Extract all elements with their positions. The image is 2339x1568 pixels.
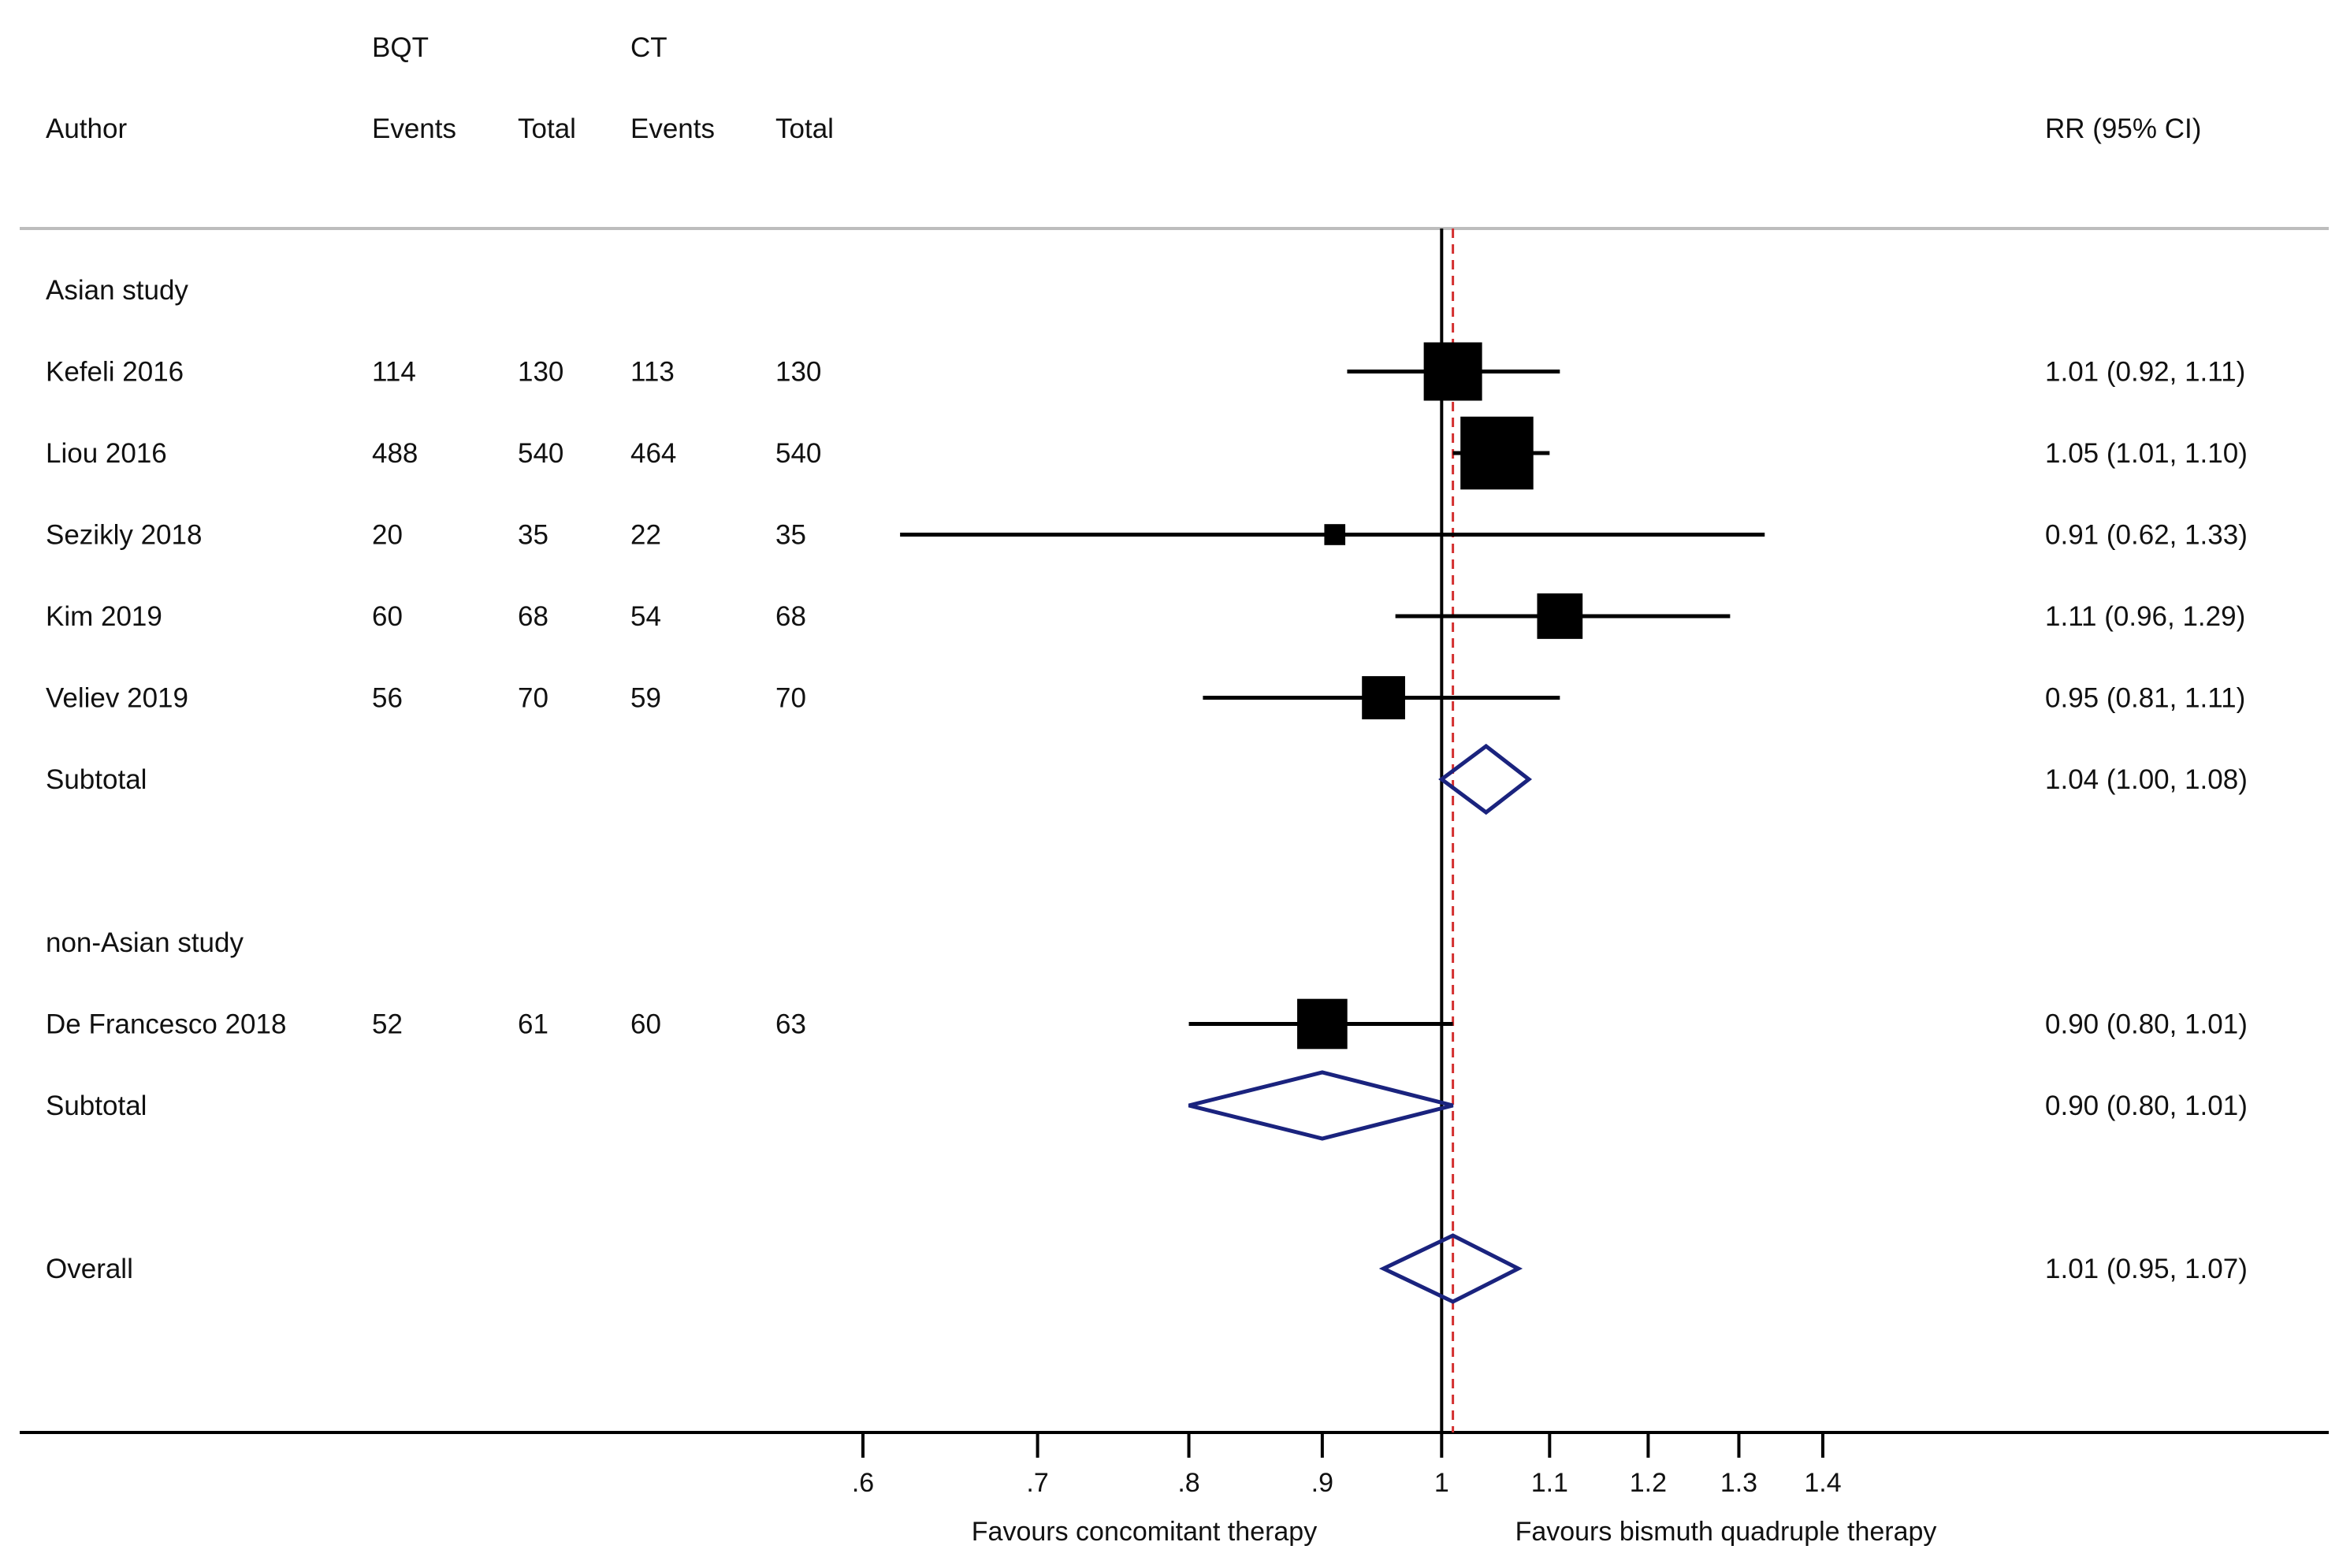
- subtotal-diamond: [1188, 1070, 1454, 1141]
- cell-e2: 60: [630, 1009, 661, 1040]
- study-label: De Francesco 2018: [46, 1009, 286, 1040]
- point-estimate-marker: [1362, 676, 1405, 719]
- cell-e2: 59: [630, 683, 661, 714]
- subtotal-diamond: [1438, 743, 1533, 816]
- group-label: Asian study: [46, 275, 188, 306]
- point-estimate-marker: [1297, 998, 1348, 1050]
- cell-t2: 35: [775, 520, 806, 551]
- study-label: Sezikly 2018: [46, 520, 202, 551]
- header-group2: CT: [630, 32, 667, 63]
- cell-t2: 130: [775, 357, 821, 388]
- subtotal-label: Subtotal: [46, 764, 147, 795]
- study-label: Liou 2016: [46, 438, 167, 469]
- cell-e1: 52: [372, 1009, 403, 1040]
- cell-e1: 60: [372, 601, 403, 632]
- cell-e1: 56: [372, 683, 403, 714]
- study-label: Kefeli 2016: [46, 357, 184, 388]
- x-tick-label: 1.3: [1720, 1468, 1757, 1498]
- cell-e1: 488: [372, 438, 418, 469]
- effect-ci-label: 1.04 (1.00, 1.08): [2045, 764, 2248, 795]
- cell-e1: 20: [372, 520, 403, 551]
- header-events2: Events: [630, 113, 715, 144]
- header-total2: Total: [775, 113, 834, 144]
- study-rows: Asian study Kefeli 2016 114 130 113 130 1.01 (…: [46, 275, 2248, 1304]
- effect-ci-label: 1.05 (1.01, 1.10): [2045, 438, 2248, 469]
- effect-ci-label: 1.01 (0.92, 1.11): [2045, 357, 2245, 388]
- subtotal-label: Subtotal: [46, 1091, 147, 1121]
- group-label: non-Asian study: [46, 927, 244, 958]
- cell-t1: 130: [518, 357, 563, 388]
- left-favours-label: Favours concomitant therapy: [972, 1517, 1317, 1547]
- effect-ci-label: 0.95 (0.81, 1.11): [2045, 683, 2245, 714]
- study-label: Kim 2019: [46, 601, 162, 632]
- reference-lines: [1440, 229, 1455, 1432]
- x-tick-label: .6: [852, 1468, 874, 1498]
- cell-t2: 63: [775, 1009, 806, 1040]
- effect-ci-label: 0.90 (0.80, 1.01): [2045, 1009, 2248, 1040]
- effect-ci-label: 1.11 (0.96, 1.29): [2045, 601, 2245, 632]
- cell-e2: 464: [630, 438, 676, 469]
- point-estimate-marker: [1423, 342, 1482, 401]
- point-estimate-marker: [1460, 416, 1534, 490]
- x-tick-label: 1.1: [1531, 1468, 1568, 1498]
- header-events1: Events: [372, 113, 456, 144]
- x-tick-label: .9: [1311, 1468, 1333, 1498]
- cell-t2: 540: [775, 438, 821, 469]
- header-total1: Total: [518, 113, 576, 144]
- cell-e2: 113: [630, 357, 675, 388]
- overall-label: Overall: [46, 1254, 133, 1284]
- cell-t2: 70: [775, 683, 806, 714]
- overall-diamond: [1378, 1233, 1523, 1304]
- point-estimate-marker: [1537, 593, 1583, 639]
- x-tick-label: .8: [1177, 1468, 1199, 1498]
- cell-t1: 61: [518, 1009, 548, 1040]
- effect-ci-label: 0.90 (0.80, 1.01): [2045, 1091, 2248, 1121]
- cell-t1: 540: [518, 438, 563, 469]
- study-label: Veliev 2019: [46, 683, 188, 714]
- right-favours-label: Favours bismuth quadruple therapy: [1515, 1517, 1937, 1547]
- cell-e2: 22: [630, 520, 661, 551]
- cell-t1: 70: [518, 683, 548, 714]
- point-estimate-marker: [1324, 524, 1346, 545]
- cell-e2: 54: [630, 601, 661, 632]
- effect-ci-label: 1.01 (0.95, 1.07): [2045, 1254, 2248, 1284]
- header-group1: BQT: [372, 32, 429, 63]
- x-tick-label: 1.4: [1804, 1468, 1841, 1498]
- x-axis: .6 .7 .8 .9 1 1.1 1.2 1.3 1.4: [852, 1432, 1842, 1498]
- header-author: Author: [46, 113, 127, 144]
- x-tick-label: .7: [1026, 1468, 1048, 1498]
- cell-t1: 35: [518, 520, 548, 551]
- x-tick-label: 1: [1434, 1468, 1449, 1498]
- cell-t2: 68: [775, 601, 806, 632]
- effect-ci-label: 0.91 (0.62, 1.33): [2045, 520, 2248, 551]
- cell-t1: 68: [518, 601, 548, 632]
- cell-e1: 114: [372, 357, 416, 388]
- x-tick-label: 1.2: [1630, 1468, 1667, 1498]
- header-effect: RR (95% CI): [2045, 113, 2201, 144]
